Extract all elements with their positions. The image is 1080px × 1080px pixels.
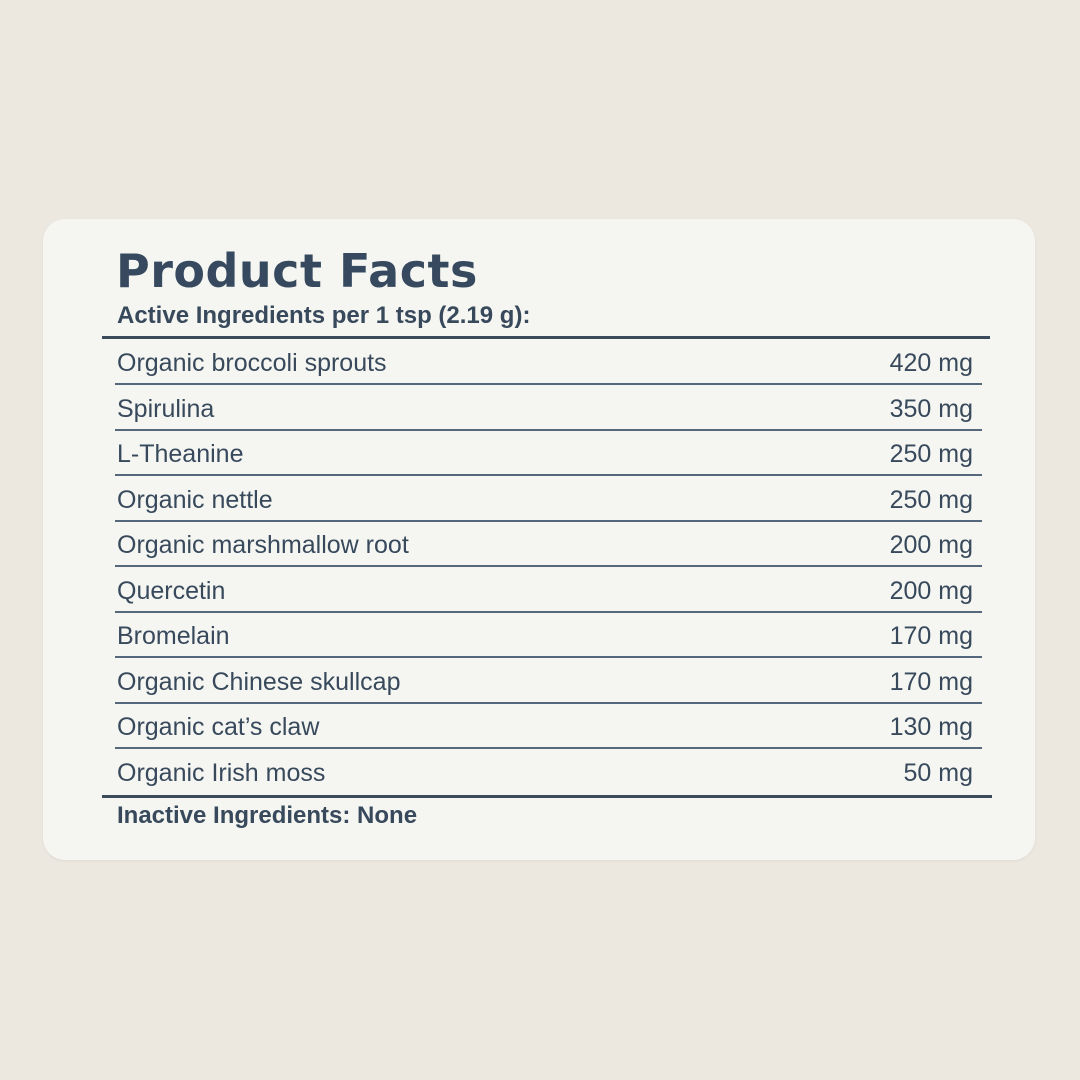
ingredient-name: Organic cat’s claw bbox=[117, 713, 320, 741]
ingredient-amount: 250 mg bbox=[889, 485, 973, 514]
ingredient-amount: 200 mg bbox=[889, 531, 973, 559]
ingredient-name: Spirulina bbox=[117, 394, 215, 423]
table-row: Organic nettle 250 mg bbox=[115, 477, 982, 522]
ingredient-amount: 420 mg bbox=[889, 349, 973, 377]
table-row: Organic Irish moss 50 mg bbox=[117, 750, 973, 795]
page-title: Product Facts bbox=[116, 244, 478, 298]
ingredient-name: Organic broccoli sprouts bbox=[117, 349, 387, 377]
table-row: Organic cat’s claw 130 mg bbox=[115, 704, 982, 749]
ingredient-name: Organic nettle bbox=[117, 485, 273, 514]
ingredient-name: L-Theanine bbox=[117, 440, 244, 468]
table-row: L-Theanine 250 mg bbox=[115, 431, 982, 476]
ingredient-name: Organic marshmallow root bbox=[117, 531, 409, 559]
ingredient-amount: 130 mg bbox=[889, 713, 973, 741]
top-divider bbox=[102, 336, 990, 339]
row-divider bbox=[115, 610, 982, 613]
row-divider bbox=[115, 383, 982, 385]
table-row: Quercetin 200 mg bbox=[115, 568, 982, 613]
ingredient-amount: 350 mg bbox=[889, 394, 973, 423]
table-row: Organic marshmallow root 200 mg bbox=[115, 522, 982, 567]
table-row: Organic broccoli sprouts 420 mg bbox=[115, 340, 982, 385]
inactive-ingredients: Inactive Ingredients: None bbox=[117, 802, 418, 829]
table-row: Organic Chinese skullcap 170 mg bbox=[115, 659, 982, 704]
table-row: Bromelain 170 mg bbox=[115, 613, 982, 658]
row-divider bbox=[115, 747, 982, 749]
row-divider bbox=[115, 428, 982, 431]
ingredient-amount: 250 mg bbox=[889, 440, 973, 468]
ingredient-name: Organic Irish moss bbox=[117, 758, 326, 787]
ingredient-amount: 50 mg bbox=[903, 758, 973, 787]
ingredient-name: Quercetin bbox=[117, 576, 226, 605]
ingredient-amount: 170 mg bbox=[889, 622, 973, 650]
row-divider bbox=[115, 565, 982, 567]
row-divider bbox=[115, 701, 982, 704]
ingredient-amount: 170 mg bbox=[889, 667, 973, 696]
row-divider bbox=[115, 474, 982, 476]
table-row: Spirulina 350 mg bbox=[115, 386, 982, 431]
ingredient-name: Organic Chinese skullcap bbox=[117, 667, 401, 696]
serving-subtitle: Active Ingredients per 1 tsp (2.19 g): bbox=[117, 302, 531, 329]
bottom-divider bbox=[102, 795, 992, 798]
product-facts-card bbox=[43, 219, 1035, 860]
row-divider bbox=[115, 519, 982, 522]
row-divider bbox=[115, 656, 982, 658]
ingredient-name: Bromelain bbox=[117, 622, 230, 650]
ingredient-amount: 200 mg bbox=[889, 576, 973, 605]
